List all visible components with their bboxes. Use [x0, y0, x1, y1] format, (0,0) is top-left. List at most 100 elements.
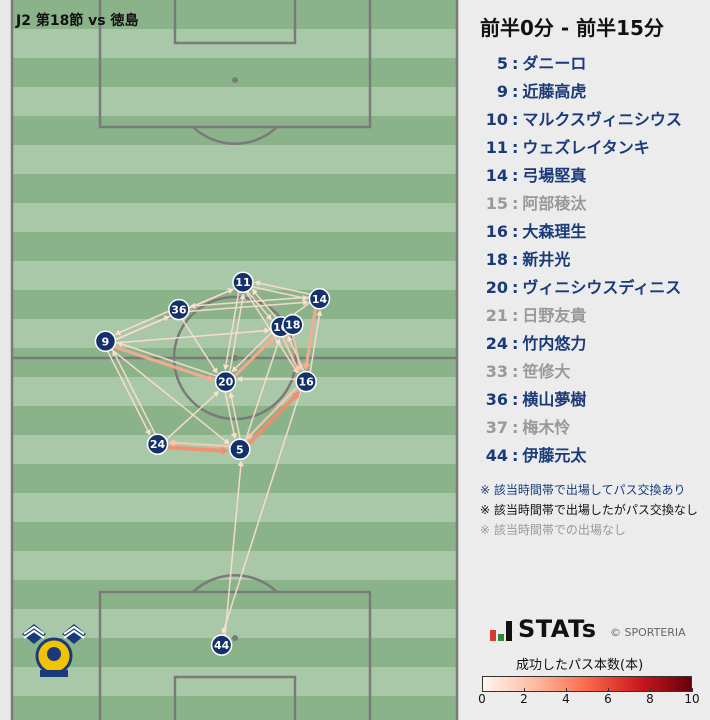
colorbar-tick-label: 0 — [478, 692, 486, 706]
pass-edge — [302, 308, 317, 371]
separator: : — [512, 334, 519, 353]
stats-logo-icon — [490, 621, 512, 641]
penalty-spot-bottom — [232, 635, 238, 641]
player-node: 18 — [282, 313, 304, 336]
pass-edge — [224, 391, 237, 440]
center-spot — [232, 355, 238, 361]
player-node: 9 — [94, 330, 117, 353]
player-number: 33 — [485, 362, 508, 381]
player-list-item: 44: 伊藤元太 — [478, 442, 682, 470]
player-name: 新井光 — [522, 250, 571, 269]
separator: : — [512, 54, 519, 73]
colorbar-tick-mark — [608, 688, 609, 692]
player-node-label: 11 — [235, 276, 250, 289]
player-node-label: 36 — [171, 304, 187, 317]
player-list-item: 21: 日野友貴 — [478, 302, 682, 330]
player-name: ウェズレイタンキ — [522, 138, 650, 157]
pass-edge — [113, 345, 215, 382]
player-name: ダニーロ — [522, 54, 587, 73]
pass-edge — [228, 391, 241, 440]
brand-name: STATs — [518, 615, 597, 643]
player-number: 15 — [485, 194, 508, 213]
player-list-item: 9: 近藤高虎 — [478, 78, 682, 106]
player-name: 横山夢樹 — [522, 390, 587, 409]
player-list-item: 33: 笹修大 — [478, 358, 682, 386]
pass-edge — [111, 348, 230, 445]
pass-edge — [254, 280, 311, 295]
player-number: 16 — [485, 222, 508, 241]
player-list: 5: ダニーロ 9: 近藤高虎 10: マルクスヴィニシウス 11: ウェズレイタンキ 14: 弓… — [478, 50, 682, 470]
player-node: 44 — [210, 634, 233, 656]
player-list-item: 36: 横山夢樹 — [478, 386, 682, 414]
match-title: J2 第18節 vs 徳島 — [16, 13, 139, 29]
separator: : — [512, 166, 519, 185]
pass-edge — [244, 338, 281, 441]
separator: : — [512, 82, 519, 101]
colorbar-tick-label: 6 — [604, 692, 612, 706]
player-name: 近藤高虎 — [522, 82, 587, 101]
player-number: 10 — [485, 110, 508, 129]
pass-edge — [309, 310, 323, 373]
colorbar-title: 成功したパス本数(本) — [516, 658, 644, 673]
player-list-item: 20: ヴィニシウスディニス — [478, 274, 682, 302]
pass-edge — [168, 439, 231, 448]
separator: : — [512, 278, 519, 297]
legend-notes: ※ 該当時間帯で出場してパス交換あり ※ 該当時間帯で出場したがパス交換なし ※ 該… — [480, 480, 698, 540]
separator: : — [512, 194, 519, 213]
pass-edge — [221, 390, 302, 634]
pitch-lines — [10, 0, 459, 720]
player-number: 5 — [496, 54, 508, 73]
player-number: 20 — [485, 278, 508, 297]
legend-note: ※ 該当時間帯で出場したがパス交換なし — [480, 503, 698, 517]
player-node: 14 — [308, 288, 331, 310]
player-node: 16 — [295, 370, 317, 393]
pass-edges — [107, 280, 323, 636]
pass-edge — [188, 299, 309, 313]
colorbar-tick-label: 2 — [520, 692, 528, 706]
pass-edge — [224, 460, 244, 636]
separator: : — [512, 250, 519, 269]
player-number: 11 — [485, 138, 508, 157]
player-node-label: 20 — [218, 376, 234, 389]
pass-edge — [245, 386, 299, 440]
player-name: 竹内悠力 — [522, 334, 587, 353]
separator: : — [512, 390, 519, 409]
separator: : — [512, 306, 519, 325]
colorbar-tick-label: 10 — [684, 692, 700, 706]
club-emblem — [22, 624, 86, 677]
pass-edge — [291, 334, 304, 372]
player-name: ヴィニシウスディニス — [522, 278, 682, 297]
player-list-item: 11: ウェズレイタンキ — [478, 134, 682, 162]
colorbar-ticks: 0 2 4 6 8 10 — [478, 688, 700, 714]
player-node-label: 18 — [285, 319, 300, 332]
player-number: 24 — [485, 334, 508, 353]
colorbar-tick-mark — [482, 688, 483, 692]
colorbar-tick-mark — [566, 688, 567, 692]
player-node: 24 — [146, 433, 169, 455]
player-list-item: 5: ダニーロ — [478, 50, 682, 78]
player-name: マルクスヴィニシウス — [522, 110, 682, 129]
player-list-item: 15: 阿部稜汰 — [478, 190, 682, 218]
player-number: 14 — [485, 166, 508, 185]
colorbar — [482, 676, 692, 692]
player-node-label: 44 — [214, 639, 230, 652]
player-node-label: 24 — [150, 438, 166, 451]
pass-edge — [181, 318, 218, 374]
player-number: 18 — [485, 250, 508, 269]
colorbar-tick-label: 4 — [562, 692, 570, 706]
copyright: © SPORTERIA — [610, 626, 686, 639]
pass-edge — [222, 291, 240, 371]
colorbar-tick-mark — [650, 688, 651, 692]
player-number: 21 — [485, 306, 508, 325]
penalty-spot-top — [232, 77, 238, 83]
player-node: 36 — [168, 298, 190, 321]
legend-note: ※ 該当時間帯での出場なし — [480, 523, 626, 537]
pass-edge — [231, 331, 273, 373]
player-list-item: 37: 梅木怜 — [478, 414, 682, 442]
pass-edge — [189, 296, 310, 309]
player-list-item: 18: 新井光 — [478, 246, 682, 274]
player-node: 20 — [214, 370, 237, 393]
separator: : — [512, 138, 519, 157]
player-list-item: 24: 竹内悠力 — [478, 330, 682, 358]
